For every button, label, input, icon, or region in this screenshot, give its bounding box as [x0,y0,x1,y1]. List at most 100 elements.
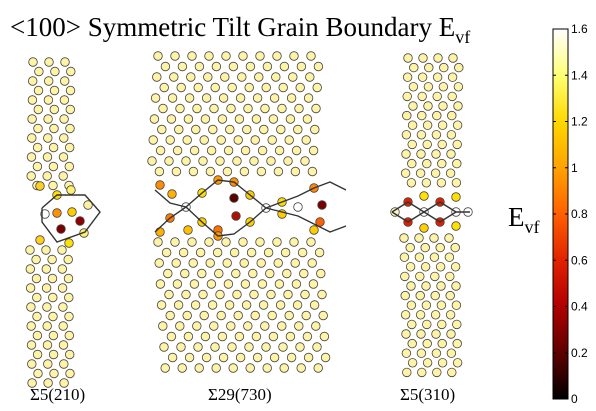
atom [43,359,53,369]
atom [430,310,441,320]
atom [217,114,228,124]
atom [445,271,455,282]
colorbar-tick-label: 0 [571,392,578,406]
atom [57,283,68,293]
atom [416,329,426,339]
atom [445,310,456,320]
figure-title: <100> Symmetric Tilt Grain Boundary Evf [10,12,470,47]
atom [262,363,272,373]
atom [211,61,222,72]
atom [423,101,433,111]
atom [277,103,287,114]
atom [422,319,432,330]
atom [420,262,431,272]
atom-boundary [40,209,50,219]
atom [194,61,205,72]
atom [306,51,316,61]
colorbar-ticks: 1.6 1.4 1.2 1 0.8 0.6 0.4 0.2 0 [553,22,588,406]
atom [271,72,281,82]
atom [172,145,183,156]
atom-boundary [183,225,193,235]
atom [228,363,238,373]
atom [43,95,54,105]
atom [300,156,310,166]
atom [167,352,178,363]
atom [279,363,289,373]
atom [192,321,202,331]
atom [189,145,200,156]
atom-boundary [309,225,319,235]
atom [65,368,75,379]
atom [277,321,287,331]
atom [446,348,457,358]
atom [289,51,299,61]
atom [42,152,53,162]
atom [273,258,283,268]
atom [165,310,175,321]
atom [49,104,60,115]
atom [232,156,242,166]
atom [422,338,432,349]
atom [268,331,279,342]
atom [444,233,454,243]
atom [27,359,37,369]
atom [407,319,417,330]
atom [306,237,316,247]
atom [48,349,59,360]
boundary-outlines [41,179,470,243]
atom [164,289,174,300]
atom [203,72,213,82]
atom [268,114,279,124]
atom [295,82,305,93]
atom [416,149,426,159]
atom [214,268,224,279]
panel-sigma5-210 [25,57,93,388]
atom [265,268,275,279]
atom-boundary [390,207,400,217]
atom [206,145,217,156]
atom [220,72,230,82]
atom [245,363,255,373]
atom [309,300,320,310]
atom [64,349,75,360]
atom [452,338,462,349]
atom [432,72,443,82]
atom [198,289,208,300]
atom [59,378,69,388]
atom [26,171,36,181]
atom [31,254,41,265]
atom [402,91,412,102]
atom [402,367,412,378]
atom [163,268,173,279]
atom [290,166,301,177]
atom [33,123,43,134]
atom [42,302,52,312]
atom [296,363,306,373]
atom [193,342,203,352]
atom [172,279,183,289]
atom [302,114,313,124]
atom [415,310,426,320]
atom [310,124,320,135]
atom [204,51,214,61]
atom [57,264,68,274]
atom [447,367,457,378]
atom [260,321,270,331]
atom [421,300,432,310]
atom [218,93,229,103]
atom [282,268,292,279]
atom [64,330,75,341]
atom [255,237,265,247]
atom [58,152,69,162]
atom [160,363,170,373]
atom [417,91,427,102]
atom [445,168,456,178]
atom [308,279,319,289]
atom [408,101,418,111]
atom [243,103,253,114]
atom [305,72,315,82]
atom [436,281,446,291]
atom [274,145,285,156]
atom [285,331,296,342]
atom [238,51,248,61]
